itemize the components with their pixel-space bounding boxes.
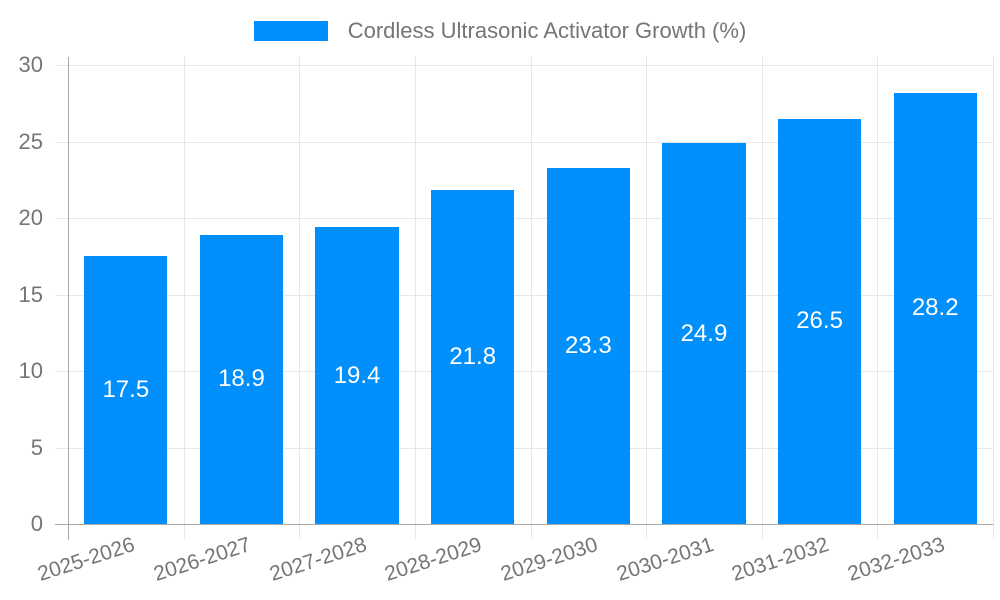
y-tick-label: 15: [18, 281, 43, 307]
x-gridline: [761, 57, 763, 539]
x-gridline: [877, 57, 879, 539]
y-gridline: [55, 141, 993, 143]
y-gridline: [55, 218, 993, 219]
bar-value-label: 24.9: [680, 319, 728, 347]
x-gridline: [299, 57, 301, 539]
x-gridline: [993, 57, 994, 539]
y-tick-label: 30: [18, 52, 43, 77]
x-gridline: [530, 57, 532, 539]
x-gridline: [183, 57, 185, 539]
x-axis-line: [55, 524, 993, 525]
x-tick-label: 2030-2031: [613, 533, 717, 586]
x-tick-label: 2028-2029: [382, 533, 485, 586]
y-gridline: [55, 65, 993, 66]
bar-value-label: 21.8: [449, 343, 497, 371]
x-tick-label: 2027-2028: [266, 533, 370, 586]
y-gridline: [55, 294, 993, 296]
bar-value-label: 23.3: [564, 331, 612, 359]
y-tick-label: 0: [30, 511, 43, 536]
chart-legend[interactable]: Cordless Ultrasonic Activator Growth (%): [0, 18, 1000, 44]
bar-value-label: 28.2: [911, 294, 959, 322]
bar-value-label: 18.9: [218, 365, 265, 393]
x-tick-label: 2029-2030: [497, 533, 601, 586]
bar-2029-2030[interactable]: 23.3: [546, 167, 630, 524]
bar-2030-2031[interactable]: 24.9: [662, 143, 746, 524]
bar-2028-2029[interactable]: 21.8: [431, 190, 515, 524]
y-tick-label: 5: [30, 434, 43, 460]
bar-value-label: 26.5: [796, 307, 843, 335]
x-gridline: [414, 57, 416, 539]
bar-2032-2033[interactable]: 28.2: [893, 92, 977, 524]
bar-2031-2032[interactable]: 26.5: [777, 118, 862, 524]
x-tick-label: 2032-2033: [844, 533, 948, 586]
y-axis-line: [68, 57, 69, 540]
x-tick-label: 2026-2027: [150, 533, 254, 586]
bar-value-label: 17.5: [102, 376, 150, 404]
y-tick-label: 10: [18, 358, 43, 383]
y-gridline: [55, 447, 993, 449]
bar-2026-2027[interactable]: 18.9: [199, 234, 284, 524]
x-tick-label: 2031-2032: [729, 533, 832, 586]
legend-label: Cordless Ultrasonic Activator Growth (%): [347, 18, 747, 43]
bar-2025-2026[interactable]: 17.5: [84, 256, 168, 524]
x-gridline: [646, 57, 648, 539]
y-tick-label: 20: [18, 205, 43, 230]
legend-swatch-icon: [253, 21, 328, 41]
x-tick-label: 2025-2026: [35, 533, 138, 586]
y-gridline: [55, 371, 993, 372]
bar-value-label: 19.4: [333, 361, 381, 389]
y-tick-label: 25: [18, 128, 43, 154]
bar-2027-2028[interactable]: 19.4: [315, 227, 399, 524]
